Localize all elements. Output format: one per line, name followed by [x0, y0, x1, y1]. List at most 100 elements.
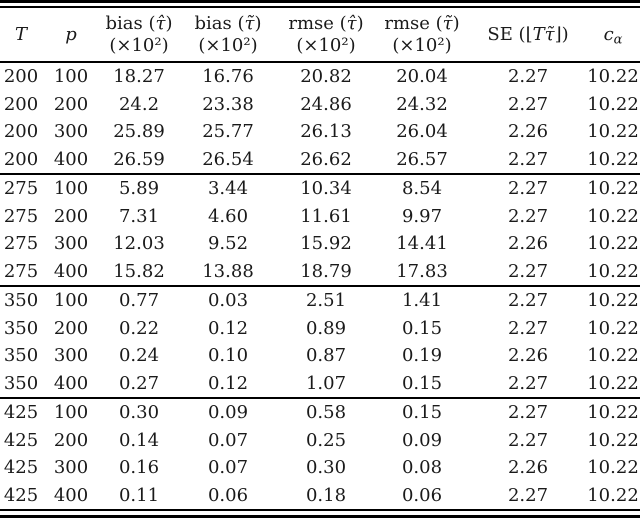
- table-cell: 24.32: [396, 93, 448, 115]
- table-cell: 0.12: [207, 317, 249, 339]
- table-cell: 7.31: [118, 205, 160, 227]
- table-cell: 425: [3, 457, 39, 478]
- table-cell: 200: [53, 205, 89, 227]
- table-cell: 16.76: [202, 66, 254, 87]
- table-cell: 13.88: [202, 260, 254, 282]
- bottom-rule-gap: [0, 511, 640, 515]
- table-cell: 0.16: [118, 457, 160, 478]
- table-header: T p bias (τ̂) (×10²) bias (τ̃) (×10²) rm…: [0, 8, 640, 63]
- table-cell: 2.27: [507, 317, 549, 339]
- table-cell: 100: [53, 66, 89, 87]
- table-cell: 18.79: [300, 260, 352, 282]
- table-cell: 300: [53, 233, 89, 254]
- table-cell: 24.86: [300, 93, 352, 115]
- table-cell: 10.22: [587, 290, 639, 311]
- table-cell: 2.27: [507, 148, 549, 170]
- table-cell: 9.52: [207, 233, 249, 254]
- table-cell: 0.03: [207, 290, 249, 311]
- table-cell: 10.22: [587, 178, 639, 199]
- math-symbol: τ̂: [346, 12, 357, 34]
- table-cell: 275: [3, 205, 39, 227]
- table-cell: 300: [53, 345, 89, 366]
- table-cell: 2.26: [507, 457, 549, 478]
- table-cell: 0.87: [305, 345, 347, 366]
- table-cell: 2.27: [507, 290, 549, 311]
- table-cell: 10.22: [587, 317, 639, 339]
- table-cell: 300: [53, 121, 89, 142]
- header-scale: (×10²): [198, 34, 258, 56]
- table-cell: 10.22: [587, 429, 639, 451]
- table-cell: 200: [3, 66, 39, 87]
- table-row: 425 300 0.16 0.07 0.30 0.08 2.26 10.22: [0, 454, 640, 482]
- math-symbol: T: [14, 24, 27, 45]
- table-cell: 15.82: [113, 260, 165, 282]
- col-header-bias-tau-tilde: bias (τ̃) (×10²): [178, 8, 278, 63]
- math-symbol: c: [603, 24, 614, 45]
- bottom-rule-thin: [0, 509, 640, 511]
- table-cell: 2.26: [507, 121, 549, 142]
- math-subscript: α: [613, 32, 623, 48]
- table-row: 200 300 25.89 25.77 26.13 26.04 2.26 10.22: [0, 118, 640, 146]
- table-cell: 26.54: [202, 148, 254, 170]
- math-symbol: τ̃: [244, 12, 255, 34]
- header-scale: (×10²): [296, 34, 356, 56]
- table-cell: 10.22: [587, 372, 639, 394]
- table-cell: 14.41: [396, 233, 448, 254]
- table-cell: 2.27: [507, 93, 549, 115]
- header-close: ): [452, 12, 460, 34]
- table-cell: 5.89: [118, 178, 160, 199]
- top-rule-thick: [0, 0, 640, 3]
- table-cell: 2.51: [305, 290, 347, 311]
- table-row: 350 100 0.77 0.03 2.51 1.41 2.27 10.22: [0, 286, 640, 315]
- math-symbol: τ̂: [155, 12, 166, 34]
- table-cell: 0.24: [118, 345, 160, 366]
- table-row: 275 400 15.82 13.88 18.79 17.83 2.27 10.22: [0, 258, 640, 287]
- table-cell: 11.61: [300, 205, 352, 227]
- table-row: 200 200 24.2 23.38 24.86 24.32 2.27 10.22: [0, 91, 640, 119]
- table-cell: 24.2: [118, 93, 160, 115]
- table-cell: 0.09: [207, 402, 249, 423]
- block-T200: 200 100 18.27 16.76 20.82 20.04 2.27 10.22 200 2…: [0, 62, 640, 174]
- table-cell: 3.44: [207, 178, 249, 199]
- table-cell: 10.22: [587, 345, 639, 366]
- table-cell: 0.25: [305, 429, 347, 451]
- table-cell: 0.09: [401, 429, 443, 451]
- table-cell: 26.57: [396, 148, 448, 170]
- table-cell: 0.15: [401, 402, 443, 423]
- header-scale: (×10²): [392, 34, 452, 56]
- math-symbol: Tτ̃: [532, 24, 555, 45]
- table-cell: 275: [3, 260, 39, 282]
- table-cell: 0.07: [207, 457, 249, 478]
- block-T275: 275 100 5.89 3.44 10.34 8.54 2.27 10.22 275 200 7…: [0, 174, 640, 286]
- table-cell: 100: [53, 290, 89, 311]
- table-cell: 0.06: [401, 484, 443, 506]
- table-cell: 0.30: [118, 402, 160, 423]
- table-cell: 26.13: [300, 121, 352, 142]
- table-cell: 275: [3, 178, 39, 199]
- col-header-T: T: [0, 8, 42, 63]
- table-cell: 10.22: [587, 260, 639, 282]
- table-cell: 0.18: [305, 484, 347, 506]
- table-cell: 0.06: [207, 484, 249, 506]
- table-row: 425 400 0.11 0.06 0.18 0.06 2.27 10.22: [0, 482, 640, 510]
- header-prefix: rmse (: [384, 12, 443, 34]
- table-cell: 9.97: [401, 205, 443, 227]
- header-close: ): [356, 12, 364, 34]
- table-cell: 10.22: [587, 402, 639, 423]
- table-row: 275 200 7.31 4.60 11.61 9.97 2.27 10.22: [0, 203, 640, 231]
- block-T350: 350 100 0.77 0.03 2.51 1.41 2.27 10.22 350 200 0.…: [0, 286, 640, 398]
- table-row: 350 400 0.27 0.12 1.07 0.15 2.27 10.22: [0, 370, 640, 399]
- table-cell: 8.54: [401, 178, 443, 199]
- table-cell: 18.27: [113, 66, 165, 87]
- col-header-c-alpha: cα: [586, 8, 640, 63]
- table-cell: 350: [3, 290, 39, 311]
- col-header-bias-tau-hat: bias (τ̂) (×10²): [100, 8, 178, 63]
- header-scale: (×10²): [109, 34, 169, 56]
- table-cell: 200: [3, 121, 39, 142]
- table-cell: 425: [3, 484, 39, 506]
- header-label: rmse (τ̂): [278, 13, 374, 35]
- header-close: ⌋): [554, 24, 569, 45]
- table-cell: 0.89: [305, 317, 347, 339]
- table-cell: 0.30: [305, 457, 347, 478]
